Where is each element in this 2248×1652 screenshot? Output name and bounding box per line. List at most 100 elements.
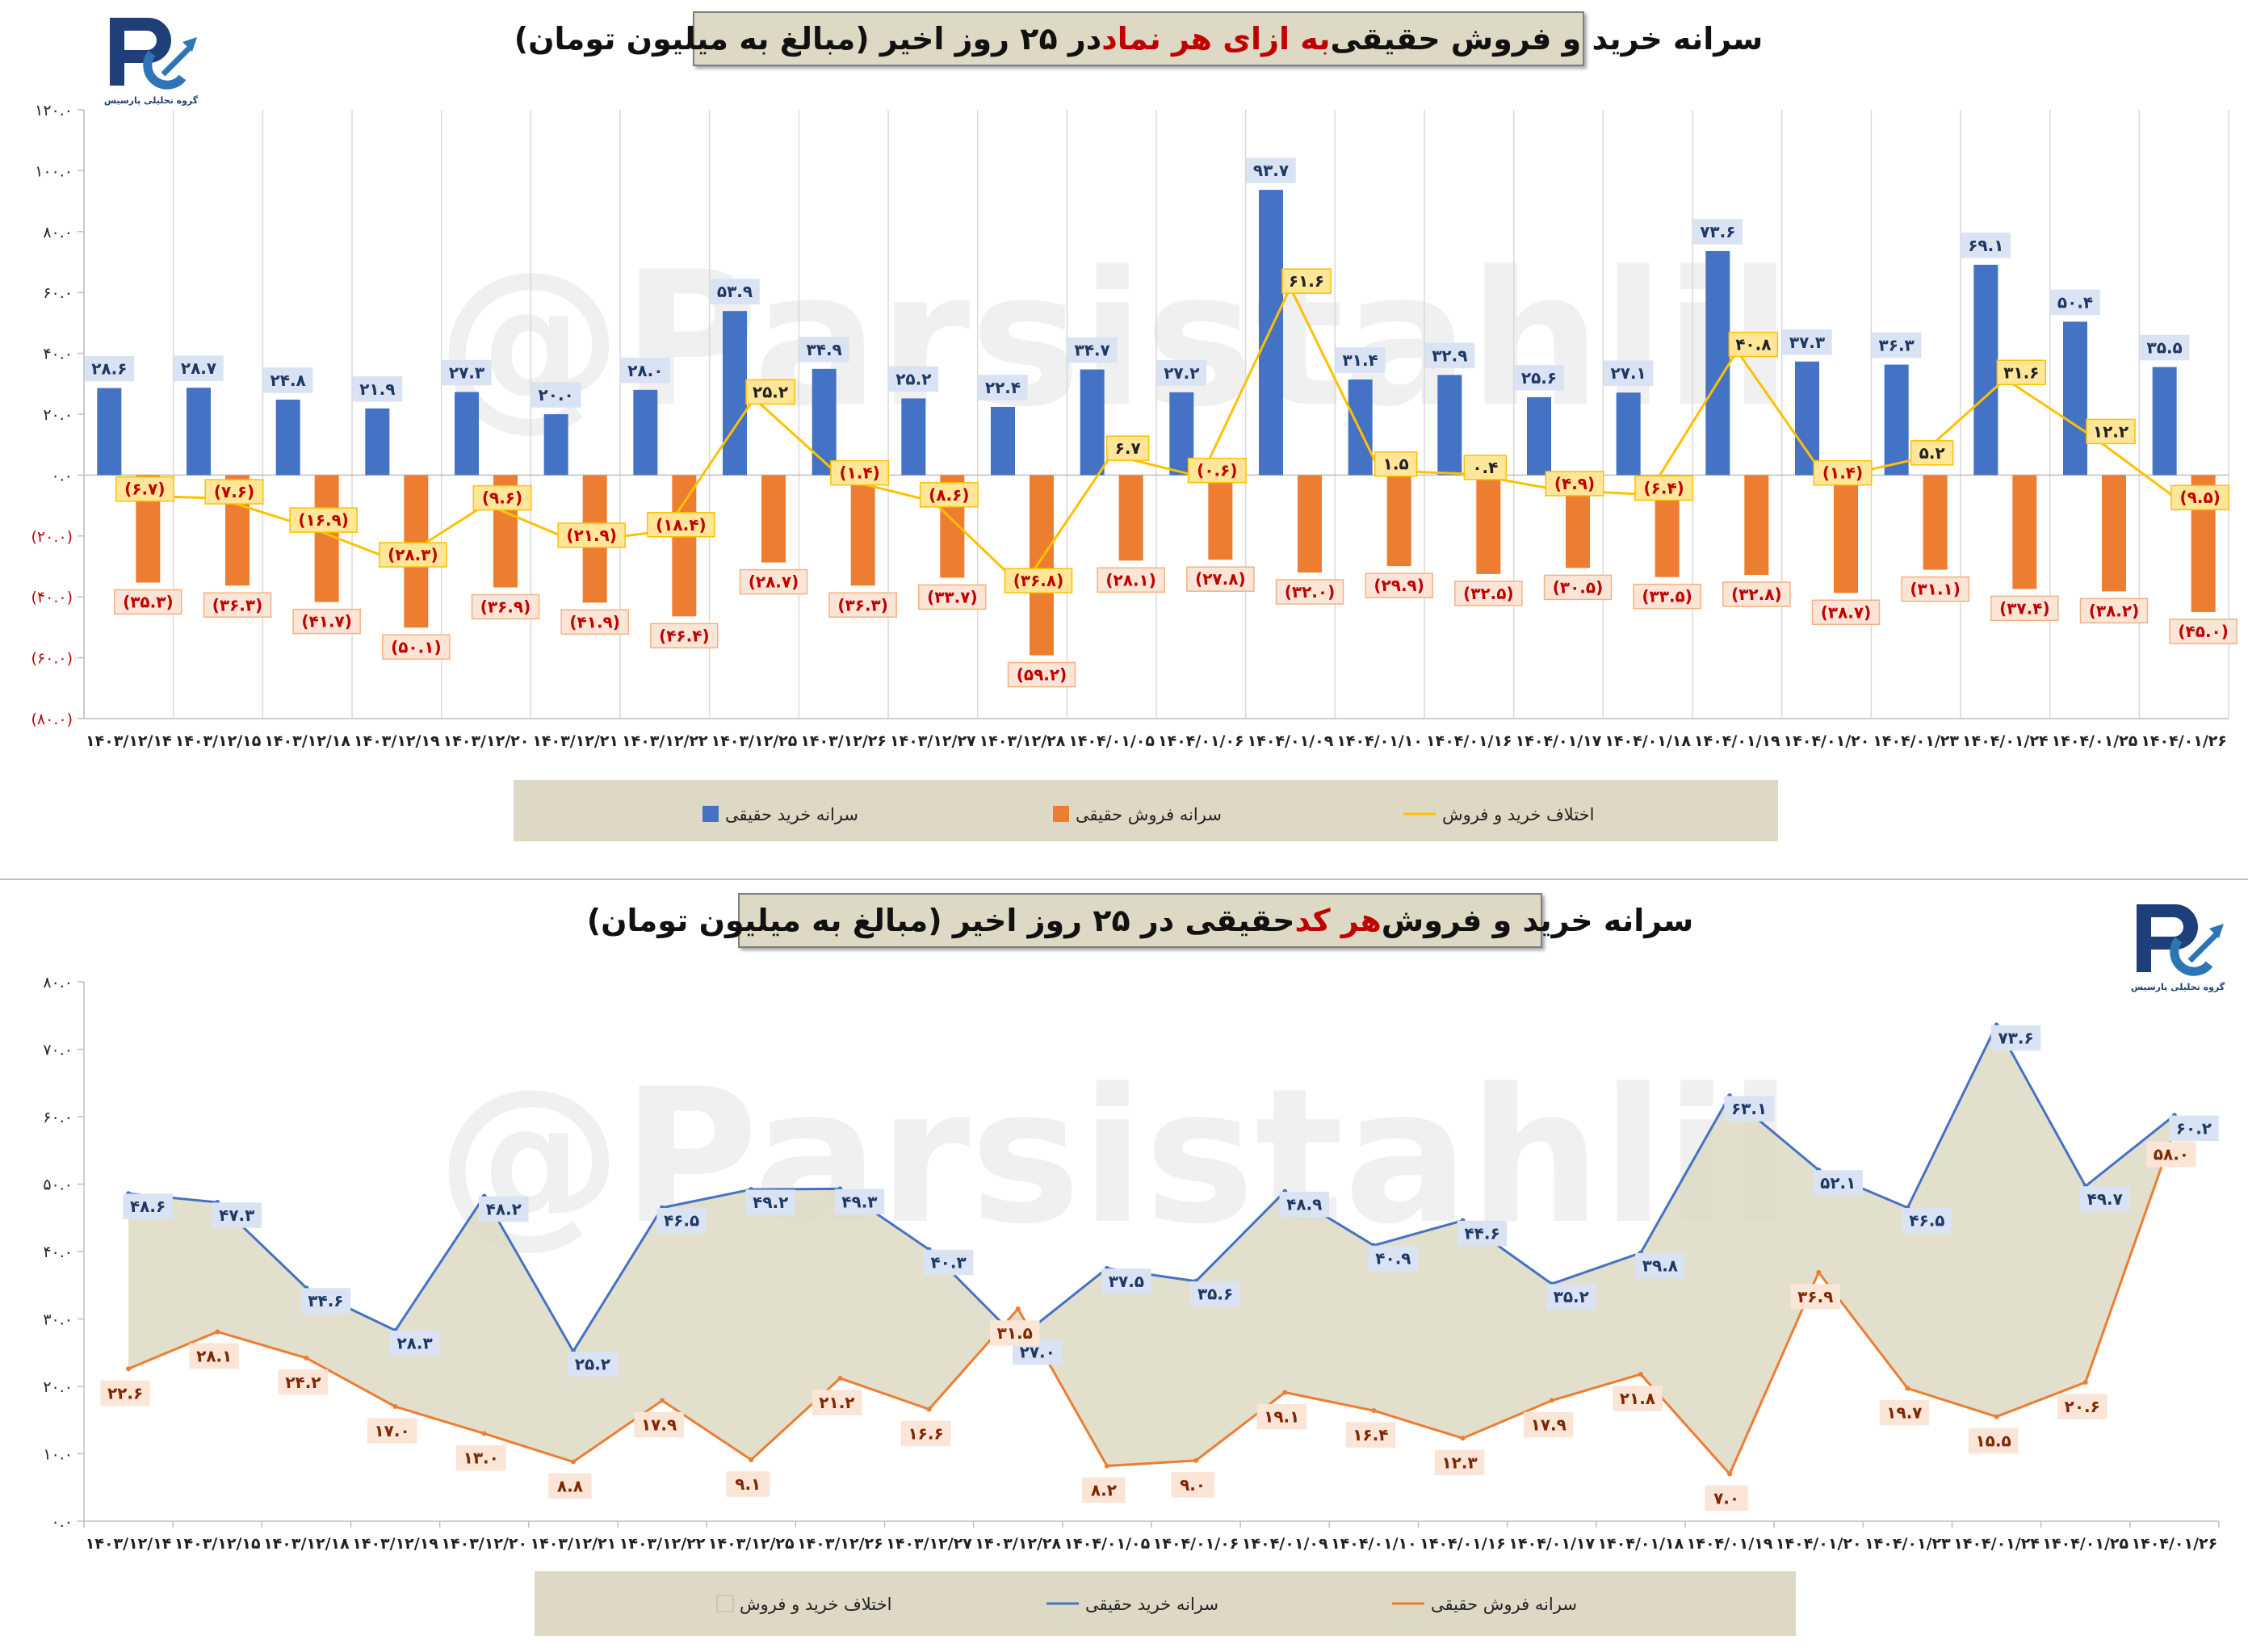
label-buy-box: [1692, 219, 1743, 245]
label-diff-text: ۴۰.۸: [1735, 335, 1771, 354]
label-sell-text: (۲۸.۱): [1105, 570, 1156, 589]
label-sell-box: [650, 623, 719, 649]
label-buy-box: [212, 1202, 262, 1228]
label-buy: ۲۵.۲: [888, 366, 939, 392]
label-diff-text: ۱۲.۲: [2093, 421, 2128, 441]
label-buy: ۴۸.۲: [479, 1196, 529, 1222]
x-tick-label: ۱۴۰۴/۰۱/۲۴: [1962, 732, 2049, 750]
label-buy-text: ۷۳.۶: [1700, 222, 1735, 241]
x-tick-label: ۱۴۰۴/۰۱/۱۶: [1420, 1535, 1506, 1553]
point-sell: [1905, 1386, 1910, 1391]
label-buy-text: ۵۲.۱: [1820, 1173, 1856, 1193]
label-sell-text: (۳۳.۷): [927, 587, 978, 606]
label-sell-box: [1097, 567, 1165, 593]
x-tick-label: ۱۴۰۴/۰۱/۰۹: [1242, 1535, 1328, 1553]
label-buy-box: [656, 1207, 707, 1234]
brand-logo-caption: گروه تحلیلی پارسیس: [2130, 982, 2225, 992]
label-sell: ۷.۰: [1705, 1485, 1748, 1512]
point-sell: [837, 1375, 843, 1381]
label-buy-box: [352, 376, 403, 402]
point-sell: [1193, 1457, 1199, 1463]
label-buy-box: [2169, 1115, 2219, 1142]
x-tick-label: ۱۴۰۳/۱۲/۱۹: [352, 1535, 438, 1553]
chart-title: سرانه خرید و فروش حقیقی به ازای هر نماد …: [514, 11, 1763, 66]
y-tick-label: ۱۰.۰: [43, 1446, 73, 1464]
label-sell: (۳۳.۷): [918, 584, 987, 610]
point-sell: [1460, 1436, 1466, 1441]
bar-sell: [761, 475, 786, 563]
label-buy: ۴۸.۹: [1279, 1191, 1329, 1218]
label-buy-text: ۵۰.۴: [2057, 292, 2093, 312]
bar-buy: [1437, 375, 1462, 476]
label-buy-box: [262, 367, 313, 393]
label-buy-text: ۳۴.۷: [1075, 341, 1110, 360]
bar-sell: [1834, 475, 1858, 593]
label-buy-text: ۵۳.۹: [717, 282, 753, 301]
label-sell-text: ۱۷.۹: [641, 1415, 677, 1435]
label-buy: ۴۷.۳: [212, 1202, 262, 1228]
label-diff-box: [1004, 568, 1073, 593]
legend-sell-label: سرانه فروش حقیقی: [1076, 805, 1222, 824]
x-tick-label: ۱۴۰۳/۱۲/۱۵: [174, 1535, 261, 1553]
point-sell: [304, 1355, 309, 1361]
label-sell-box: [1171, 1472, 1214, 1498]
label-buy-box: [1279, 1191, 1329, 1218]
label-sell-text: (۳۱.۱): [1910, 580, 1961, 599]
label-buy: ۵۲.۱: [1813, 1170, 1863, 1196]
label-buy-box: [1067, 337, 1118, 363]
label-sell-box: [739, 568, 808, 595]
label-sell-text: (۳۸.۲): [2089, 601, 2140, 620]
point-sell: [570, 1459, 576, 1465]
label-sell-box: [1722, 581, 1791, 607]
bar-buy: [812, 368, 837, 476]
label-diff-text: (۸.۶): [929, 485, 969, 505]
label-diff: (۶.۴): [1634, 475, 1694, 501]
label-buy-text: ۷۳.۶: [1998, 1028, 2033, 1047]
label-diff: (۳۶.۸): [1004, 568, 1073, 593]
label-buy: ۴۹.۲: [745, 1189, 795, 1215]
label-diff: ۶۱.۶: [1281, 268, 1332, 294]
label-buy-box: [1603, 360, 1654, 386]
label-sell-text: (۳۲.۵): [1463, 584, 1514, 603]
label-diff-text: (۹.۵): [2180, 488, 2221, 507]
label-buy-text: ۹۳.۷: [1253, 161, 1289, 180]
label-sell-text: ۲۰.۶: [2065, 1397, 2100, 1416]
y-tick-label: ۸۰.۰: [43, 974, 73, 992]
label-buy-text: ۲۵.۲: [575, 1355, 610, 1374]
label-sell: ۸.۲: [1082, 1477, 1126, 1503]
label-sell-box: [203, 592, 272, 618]
label-sell-text: ۳۱.۵: [997, 1323, 1033, 1343]
label-buy: ۳۶.۳: [1871, 332, 1922, 358]
label-sell-box: [1901, 576, 1969, 602]
x-tick-label: ۱۴۰۴/۰۱/۰۵: [1068, 732, 1155, 750]
label-buy-text: ۲۴.۸: [271, 371, 306, 390]
label-sell-box: [1524, 1411, 1574, 1438]
label-sell: ۹.۱: [726, 1471, 770, 1497]
label-sell: (۳۵.۳): [114, 589, 182, 615]
label-sell-box: [1543, 574, 1613, 601]
label-diff-box: [1463, 455, 1508, 480]
label-buy-box: [1782, 329, 1832, 355]
x-tick-label: ۱۴۰۳/۱۲/۱۴: [86, 732, 172, 750]
watermark: @Parsistahlil: [436, 1050, 1792, 1265]
label-buy: ۳۴.۹: [799, 337, 849, 363]
label-buy-box: [1424, 342, 1475, 369]
label-buy: ۶۹.۱: [1961, 233, 2011, 258]
bar-buy: [1616, 392, 1641, 476]
y-tick-label: (۶۰.۰): [31, 650, 73, 668]
bar-buy: [97, 388, 122, 476]
bar-buy: [187, 388, 211, 476]
label-buy-text: ۶۹.۱: [1968, 236, 2003, 255]
x-tick-label: ۱۴۰۴/۰۱/۱۹: [1687, 1535, 1773, 1553]
label-sell-text: (۳۳.۵): [1642, 587, 1692, 606]
label-buy-box: [174, 355, 224, 381]
label-sell: (۳۸.۲): [2079, 597, 2149, 624]
bar-buy: [1884, 364, 1909, 476]
label-diff-text: (۴.۹): [1554, 474, 1595, 493]
label-sell-box: [548, 1473, 592, 1499]
label-sell-box: [1434, 1449, 1485, 1476]
label-sell: ۵۸.۰: [2146, 1141, 2196, 1168]
label-buy-box: [1246, 157, 1296, 183]
y-tick-label: ۰.۰: [52, 1513, 73, 1531]
label-diff-box: [1545, 471, 1604, 497]
